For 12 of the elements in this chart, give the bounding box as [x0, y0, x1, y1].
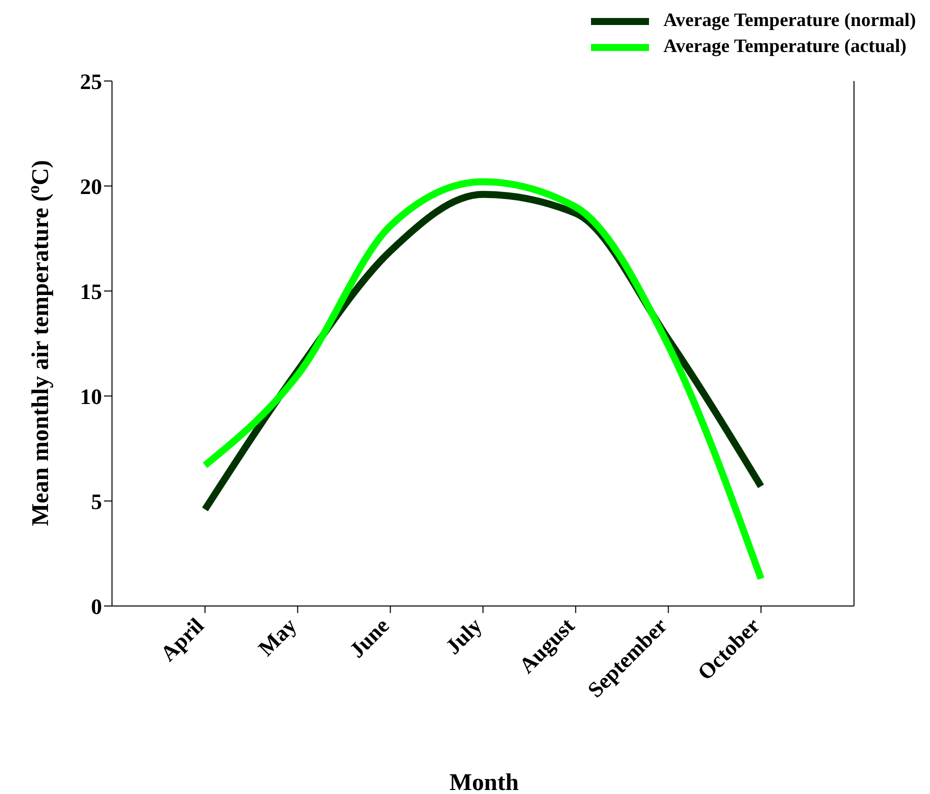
x-tick-label: July [440, 612, 487, 660]
y-tick-label: 5 [91, 488, 102, 514]
y-tick-label: 0 [91, 594, 102, 619]
y-tick-label: 10 [80, 384, 102, 409]
y-tick-label: 20 [80, 174, 102, 199]
legend-label: Average Temperature (actual) [663, 36, 906, 58]
legend-label: Average Temperature (normal) [663, 10, 916, 32]
y-tick-label: 25 [80, 68, 102, 94]
x-tick-label: May [253, 612, 302, 661]
x-axis-title: Month [449, 770, 519, 794]
y-tick-label: 15 [80, 278, 102, 304]
x-tick-label: June [344, 612, 394, 663]
